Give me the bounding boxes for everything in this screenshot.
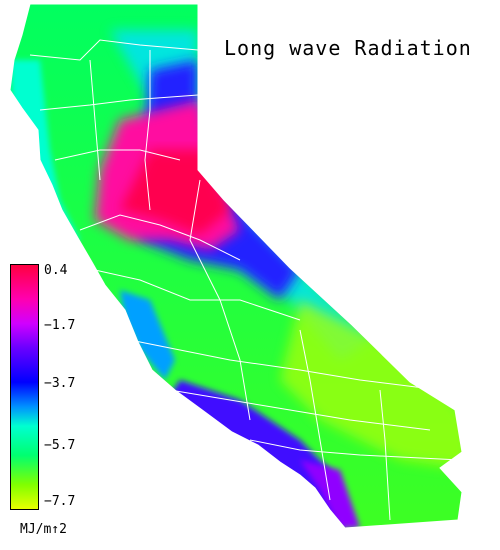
map-title: Long wave Radiation [224,36,472,60]
colorbar-tick-min: −7.7 [44,494,76,509]
colorbar-units: MJ/m↑2 [20,522,67,537]
state-outline [9,3,463,529]
colorbar-tick-3: −3.7 [44,376,76,391]
colorbar-tick-max: 0.4 [44,263,68,278]
colorbar-tick-2: −1.7 [44,318,76,333]
county-lines [29,39,461,521]
colorbar-tick-4: −5.7 [44,438,76,453]
colorbar [10,264,39,510]
